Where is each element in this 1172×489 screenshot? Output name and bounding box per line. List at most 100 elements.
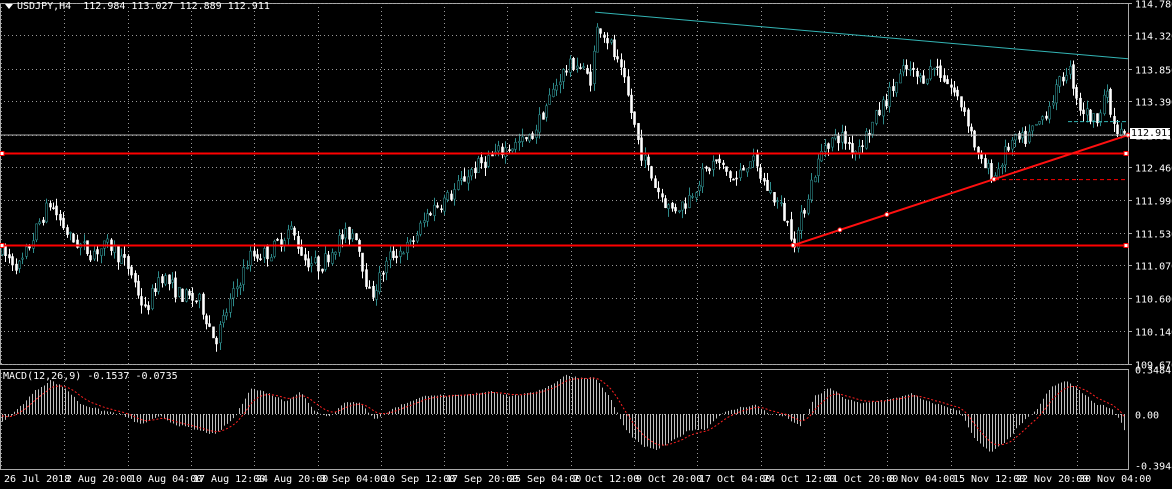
- candle-body: [1103, 94, 1106, 115]
- candle-body: [576, 65, 579, 69]
- candle-body: [548, 94, 551, 105]
- candle-body: [11, 256, 14, 266]
- candle-body: [181, 288, 184, 302]
- candle-body: [453, 189, 456, 200]
- candle-body: [436, 205, 439, 208]
- candle-body: [1028, 131, 1031, 143]
- candle-body: [395, 255, 398, 259]
- x-tick-label: 2 Aug 20:00: [66, 474, 132, 485]
- y-tick-label: 114.780: [1135, 0, 1172, 11]
- candle-body: [664, 198, 667, 209]
- candle-body: [667, 204, 670, 209]
- candle-body: [280, 239, 283, 247]
- candle-body: [25, 246, 28, 257]
- ohlc-values: 112.984 113.027 112.889 112.911: [83, 1, 270, 12]
- level-anchor-marker: [1123, 151, 1129, 156]
- candle-body: [1062, 76, 1065, 82]
- candle-body: [338, 235, 341, 253]
- candle-body: [310, 263, 313, 266]
- candle-body: [834, 134, 837, 139]
- candle-body: [157, 277, 160, 292]
- candle-body: [293, 227, 296, 236]
- candle-body: [1011, 139, 1014, 150]
- candle-body: [198, 293, 201, 301]
- candle-body: [351, 233, 354, 239]
- symbol-info-header: USDJPY,H4 112.984 113.027 112.889 112.91…: [5, 1, 270, 12]
- candle-body: [1072, 64, 1075, 89]
- candle-body: [627, 76, 630, 96]
- candle-body: [440, 208, 443, 211]
- candle-body: [491, 154, 494, 157]
- candle-body: [712, 160, 715, 170]
- candle-body: [385, 260, 388, 274]
- candle-body: [559, 81, 562, 86]
- candle-body: [552, 88, 555, 97]
- candle-body: [695, 192, 698, 198]
- candle-body: [525, 137, 528, 140]
- candle-body: [15, 263, 18, 271]
- candle-body: [783, 203, 786, 221]
- candle-body: [443, 197, 446, 212]
- candle-body: [963, 107, 966, 112]
- candle-body: [851, 143, 854, 153]
- candle-body: [344, 228, 347, 239]
- candle-body: [735, 177, 738, 180]
- x-tick-label: 10 Aug 04:00: [130, 474, 202, 485]
- candle-body: [232, 288, 235, 299]
- candle-body: [987, 163, 990, 169]
- macd-label: MACD(12,26,9): [3, 371, 82, 382]
- candle-body: [960, 96, 963, 108]
- candle-body: [399, 250, 402, 257]
- candle-body: [1065, 75, 1068, 81]
- collapse-triangle-icon[interactable]: [5, 3, 13, 9]
- candle-body: [1, 246, 4, 255]
- candle-body: [1079, 97, 1082, 111]
- candle-body: [742, 168, 745, 171]
- candle-body: [848, 142, 851, 145]
- candle-body: [698, 184, 701, 192]
- support-trend-line: [792, 134, 1129, 247]
- candle-body: [1099, 112, 1102, 123]
- candle-body: [477, 158, 480, 173]
- candle-body: [361, 252, 364, 272]
- candle-body: [803, 210, 806, 214]
- candle-body: [164, 275, 167, 285]
- candle-body: [746, 168, 749, 173]
- x-tick-label: 17 Oct 04:00: [699, 474, 771, 485]
- candle-body: [470, 169, 473, 177]
- candle-body: [1031, 125, 1034, 132]
- candle-body: [725, 166, 728, 172]
- candle-body: [1001, 165, 1004, 168]
- x-tick-label: 15 Nov 12:00: [953, 474, 1025, 485]
- candle-body: [926, 78, 929, 84]
- candle-body: [1052, 102, 1055, 106]
- candle-body: [912, 67, 915, 70]
- candle-body: [8, 254, 11, 259]
- candle-body: [749, 161, 752, 169]
- candle-body: [372, 285, 375, 298]
- candle-body: [123, 254, 126, 258]
- candle-body: [151, 288, 154, 309]
- candle-body: [259, 258, 262, 260]
- candle-body: [1035, 123, 1038, 126]
- candle-body: [916, 70, 919, 77]
- candle-body: [229, 298, 232, 313]
- candle-body: [86, 240, 89, 255]
- candle-body: [1086, 108, 1089, 116]
- candle-body: [1055, 84, 1058, 104]
- y-tick-label: 109.670: [1135, 361, 1172, 372]
- candle-body: [239, 285, 242, 288]
- candle-body: [474, 168, 477, 174]
- candle-body: [817, 158, 820, 176]
- candle-body: [603, 34, 606, 38]
- candle-body: [324, 253, 327, 270]
- candle-body: [341, 234, 344, 240]
- x-tick-label: 2 Oct 12:00: [573, 474, 639, 485]
- candle-body: [321, 268, 324, 272]
- candle-body: [1106, 90, 1109, 98]
- candle-body: [610, 39, 613, 43]
- candle-body: [52, 207, 55, 210]
- candle-body: [120, 255, 123, 264]
- candle-body: [769, 189, 772, 193]
